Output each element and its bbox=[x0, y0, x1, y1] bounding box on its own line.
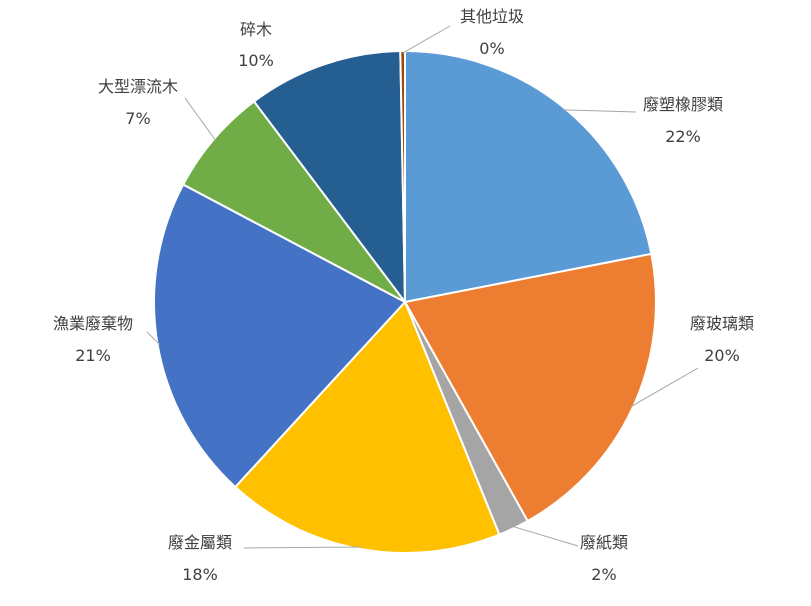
leader-line-5 bbox=[146, 331, 160, 345]
leader-line-1 bbox=[563, 109, 637, 113]
leader-line-6 bbox=[184, 97, 216, 141]
pie-slice-2 bbox=[403, 252, 657, 523]
slice-label-5: 漁業廢棄物 bbox=[53, 314, 133, 333]
slice-percent-2: 20% bbox=[704, 346, 740, 365]
pie-slice-5 bbox=[153, 183, 407, 489]
slice-label-3: 廢紙類 bbox=[580, 533, 628, 552]
leader-lines bbox=[146, 25, 699, 549]
leader-line-4 bbox=[243, 546, 361, 549]
leader-line-8 bbox=[402, 25, 451, 54]
slice-label-6: 大型漂流木 bbox=[98, 77, 178, 96]
leader-line-3 bbox=[512, 525, 579, 547]
slice-label-8: 其他垃圾 bbox=[460, 7, 524, 26]
slice-percent-4: 18% bbox=[182, 565, 218, 584]
slice-percent-8: 0% bbox=[479, 39, 504, 58]
data-labels: 廢塑橡膠類 22% 廢玻璃類 20% 廢紙類 2% 廢金屬類 18% 漁業廢棄物 21% 大型漂流木… bbox=[53, 7, 754, 584]
pie-slice-1 bbox=[404, 49, 653, 304]
slice-percent-7: 10% bbox=[238, 51, 274, 70]
pie-slices bbox=[153, 49, 657, 554]
slice-label-4: 廢金屬類 bbox=[168, 533, 232, 552]
leader-line-2 bbox=[630, 367, 699, 408]
pie-slice-4 bbox=[233, 300, 501, 554]
slice-label-7: 碎木 bbox=[240, 20, 272, 39]
pie-slice-8 bbox=[399, 49, 406, 303]
slice-percent-6: 7% bbox=[125, 109, 150, 128]
slice-label-1: 廢塑橡膠類 bbox=[643, 95, 723, 114]
slice-label-2: 廢玻璃類 bbox=[690, 314, 754, 333]
slice-percent-5: 21% bbox=[75, 346, 111, 365]
pie-slice-7 bbox=[252, 50, 407, 306]
slice-percent-3: 2% bbox=[591, 565, 616, 584]
slice-percent-1: 22% bbox=[665, 127, 701, 146]
